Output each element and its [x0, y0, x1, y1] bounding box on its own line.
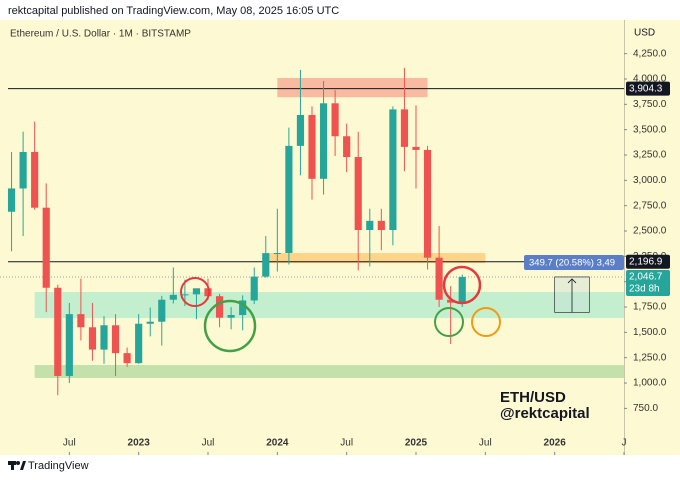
y-tick-label: 4,250.0: [633, 48, 667, 59]
countdown-label: 23d 8h: [629, 284, 660, 295]
tradingview-logo: TradingView: [8, 460, 89, 472]
watermark: @rektcapital: [500, 405, 590, 422]
candle-body: [319, 103, 328, 179]
candle-body: [65, 314, 73, 376]
candle-body: [77, 314, 85, 328]
candle-body: [239, 300, 247, 316]
watermark: ETH/USD: [500, 389, 566, 406]
y-tick-label: 3,750.0: [633, 99, 667, 110]
circle-annotation: [442, 265, 482, 305]
candle-body: [447, 299, 455, 303]
candle-body: [400, 109, 409, 147]
x-tick-label: Jul: [479, 438, 492, 449]
candle-body: [435, 257, 443, 300]
measure-arrow-head: [567, 278, 577, 284]
candle-body: [423, 149, 432, 258]
candle-body: [250, 276, 258, 301]
x-tick-label: Jul: [63, 438, 76, 449]
plot-area: 349.7 (20.58%) 3,49: [0, 67, 624, 396]
candle-body: [227, 315, 235, 318]
candle-body: [285, 145, 293, 254]
y-tick-label: 2,500.0: [633, 226, 667, 237]
circle-annotation: [434, 307, 464, 337]
y-tick-label: 1,500.0: [633, 327, 667, 338]
candle-body: [192, 288, 201, 295]
zone: [265, 253, 486, 264]
last-price-box: [626, 269, 670, 296]
y-tick-label: 1,000.0: [633, 378, 667, 389]
measure-label-box: [524, 254, 624, 270]
header-title: rektcapital published on TradingView.com…: [8, 5, 339, 17]
footer-brand: TradingView: [28, 460, 89, 472]
x-tick-label: 2024: [266, 438, 289, 449]
candle-body: [135, 323, 143, 364]
candle-body: [123, 353, 131, 364]
zone: [34, 365, 624, 378]
price-label: 2,196.9: [629, 256, 663, 267]
logo-shape: [11, 461, 14, 470]
circle-annotation: [471, 307, 501, 337]
y-tick-label: 1,750.0: [633, 302, 667, 313]
logo-shape: [16, 461, 20, 465]
y-tick-label: 750.0: [633, 403, 658, 414]
candle-body: [389, 109, 397, 230]
x-tick-label: Jul: [340, 438, 353, 449]
candle-body: [331, 103, 339, 137]
y-tick-label: 3,500.0: [633, 124, 667, 135]
x-tick-label: J: [622, 438, 627, 449]
x-tick-label: 2026: [544, 438, 567, 449]
y-tick-label: 3,000.0: [633, 175, 667, 186]
y-tick-label: 2,750.0: [633, 200, 667, 211]
measure-label: 349.7 (20.58%) 3,49: [529, 257, 615, 268]
chart-background: [0, 20, 680, 455]
candle-body: [354, 157, 362, 230]
logo-shape: [20, 461, 26, 470]
header-bar: [0, 0, 680, 20]
candle-body: [273, 253, 281, 255]
candle-body: [458, 276, 466, 303]
candle-body: [296, 114, 305, 146]
price-label-box: [626, 254, 670, 269]
annotations: [180, 265, 501, 353]
candle-body: [42, 207, 50, 288]
x-tick-label: 2025: [405, 438, 428, 449]
circle-annotation: [180, 277, 210, 307]
y-tick-label: 3,250.0: [633, 150, 667, 161]
y-tick-label: 4,000.0: [633, 74, 667, 85]
candle-body: [111, 325, 120, 354]
symbol-label: Ethereum / U.S. Dollar · 1M · BITSTAMP: [10, 29, 191, 40]
last-price-label: 2,046.7: [629, 272, 663, 283]
y-tick-label: 1,250.0: [633, 352, 667, 363]
candle-body: [377, 220, 385, 230]
x-tick-label: Jul: [202, 438, 215, 449]
zone: [277, 77, 428, 98]
candle-body: [7, 188, 16, 212]
candle-body: [412, 146, 420, 150]
circle-annotation: [203, 299, 257, 353]
currency-label: USD: [634, 28, 655, 39]
candle-body: [262, 253, 270, 277]
candle-body: [169, 294, 177, 300]
candle-body: [366, 220, 374, 230]
candle-body: [308, 114, 316, 179]
candle-body: [88, 327, 97, 350]
x-tick-label: 2023: [128, 438, 151, 449]
candle-body: [158, 299, 166, 322]
zone: [34, 292, 624, 319]
candle-body: [181, 294, 189, 296]
candle-body: [215, 296, 224, 318]
candle-body: [31, 151, 39, 208]
candle-body: [100, 325, 108, 350]
candle-body: [343, 136, 351, 158]
candle-body: [19, 151, 27, 189]
price-label-box: [626, 81, 670, 96]
candle-body: [54, 287, 62, 376]
price-label: 3,904.3: [629, 83, 663, 94]
candle-body: [146, 321, 154, 324]
